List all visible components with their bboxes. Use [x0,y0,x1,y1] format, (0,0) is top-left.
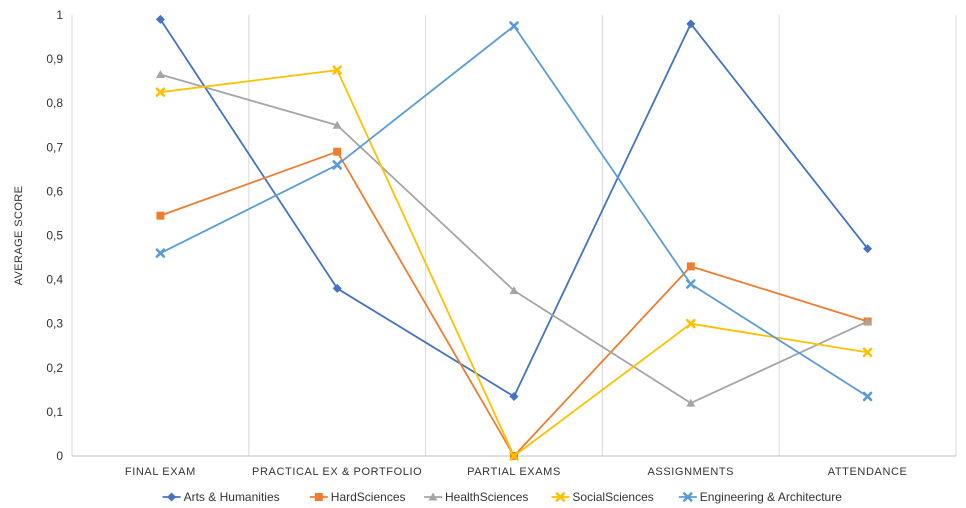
data-point-socialsciences [332,65,342,75]
data-point-healthsciences [509,286,519,295]
y-tick-label: 0,2 [46,361,63,375]
data-point-socialsciences [862,347,873,358]
grid-lines [71,15,957,456]
x-tick-label: ATTENDANCE [828,466,908,478]
data-point-healthsciences [155,70,165,79]
legend-swatch-marker [428,492,438,501]
data-point-arts-humanities [686,19,696,29]
legend-item: HealthSciences [424,490,528,504]
data-point-hardsciences [156,211,165,220]
y-tick-label: 0 [56,449,63,463]
data-point-engineering-architecture [155,248,166,258]
data-point-arts-humanities [863,244,873,254]
data-point-arts-humanities [155,14,165,24]
y-tick-label: 0,4 [46,273,63,287]
series-line-healthsciences [160,73,868,404]
x-tick-label: FINAL EXAM [125,466,196,478]
data-point-hardsciences [333,147,342,156]
legend-item: SocialSciences [551,490,654,504]
x-tick-label: PARTIAL EXAMS [467,466,561,478]
legend-swatch-marker [555,492,566,502]
data-point-socialsciences [155,87,166,97]
data-point-socialsciences [509,451,519,461]
y-tick-label: 0,9 [46,52,63,66]
data-point-healthsciences [863,316,873,325]
x-tick-label: ASSIGNMENTS [647,466,734,478]
data-point-healthsciences [686,398,696,407]
legend-label: HardSciences [331,490,406,504]
y-tick-label: 0,1 [46,405,63,419]
data-point-engineering-architecture [332,160,342,170]
legend: Arts & Humanities HardSciences HealthScien… [162,490,842,504]
series-line-hardsciences [160,150,868,457]
data-point-engineering-architecture [686,279,696,289]
legend-item: HardSciences [309,490,406,504]
legend-label: SocialSciences [572,490,653,504]
data-point-hardsciences [686,262,695,271]
legend-item: Arts & Humanities [162,490,280,504]
data-point-engineering-architecture [862,391,873,402]
x-tick-label: PRACTICAL EX & PORTFOLIO [252,466,422,478]
legend-label: HealthSciences [445,490,528,504]
series-markers [155,14,873,461]
y-tick-label: 0,6 [46,184,63,198]
legend-swatch-marker [167,492,177,502]
axes: 0 0,1 0,2 0,3 0,4 0,5 0,6 0,7 0,8 0,9 1 FINAL EXAM P… [13,8,956,478]
y-tick-label: 0,7 [46,140,63,154]
series-lines [159,18,869,457]
data-point-arts-humanities [509,391,519,401]
y-tick-label: 0,3 [46,317,63,331]
series-line-arts-humanities [159,18,869,398]
legend-label: Engineering & Architecture [700,490,842,504]
y-tick-label: 0,5 [46,229,63,243]
series-line-engineering-architecture [159,25,869,398]
data-point-engineering-architecture [509,21,519,31]
legend-item: Engineering & Architecture [678,490,842,504]
y-tick-label: 0,8 [46,96,63,110]
data-point-socialsciences [686,318,696,329]
legend-swatch-marker [314,493,323,501]
legend-swatch-marker [683,492,693,502]
data-point-healthsciences [332,120,342,129]
y-tick-label: 1 [56,8,63,22]
y-axis-title: AVERAGE SCORE [13,186,25,286]
legend-label: Arts & Humanities [184,490,280,504]
data-point-arts-humanities [332,283,342,293]
